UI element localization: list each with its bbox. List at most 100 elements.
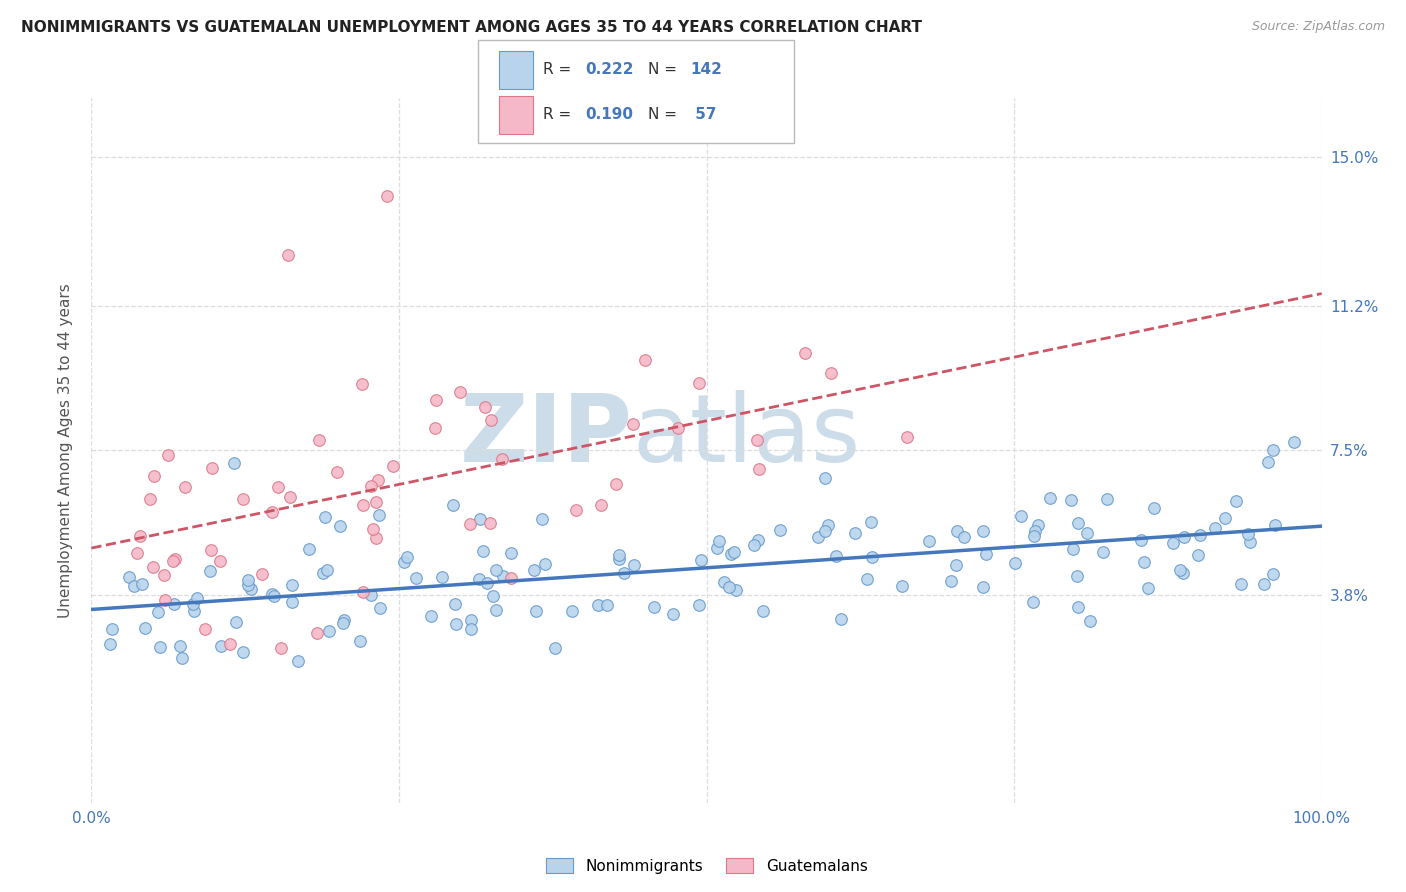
Point [709, 534, 731, 549]
Point [1133, 556, 1156, 570]
Point [98, 637, 121, 651]
Point [329, 519, 352, 533]
Point [1173, 530, 1195, 544]
Point [405, 571, 427, 585]
Point [941, 574, 963, 588]
Point [367, 508, 389, 522]
Point [149, 640, 172, 654]
Point [333, 613, 356, 627]
Point [478, 516, 501, 530]
Point [742, 538, 765, 552]
Point [479, 412, 502, 426]
Point [1239, 534, 1261, 549]
Point [720, 547, 742, 561]
Point [163, 551, 186, 566]
Point [169, 639, 191, 653]
Point [745, 433, 768, 447]
Point [499, 571, 522, 585]
Point [1060, 492, 1083, 507]
Point [172, 651, 194, 665]
Point [793, 345, 815, 359]
Point [360, 479, 382, 493]
Point [281, 578, 304, 592]
Point [589, 498, 612, 512]
Point [474, 401, 496, 415]
Point [524, 604, 547, 618]
Point [441, 498, 464, 512]
Point [260, 587, 283, 601]
Point [605, 477, 627, 491]
Text: 0.190: 0.190 [585, 107, 633, 122]
Point [1187, 548, 1209, 562]
Text: ZIP: ZIP [460, 391, 633, 483]
Point [1253, 577, 1275, 591]
Point [239, 582, 262, 596]
Point [856, 572, 879, 586]
Point [621, 417, 644, 431]
Point [825, 549, 848, 564]
Point [366, 532, 388, 546]
Point [186, 591, 208, 606]
Point [1022, 529, 1045, 543]
Point [270, 640, 292, 655]
Point [747, 533, 769, 547]
Point [643, 600, 665, 615]
Text: R =: R = [543, 62, 576, 78]
Point [561, 604, 583, 618]
Point [596, 599, 619, 613]
Point [262, 505, 284, 519]
Point [830, 612, 852, 626]
Point [491, 452, 513, 467]
Point [813, 524, 835, 538]
Point [138, 491, 160, 506]
Point [531, 512, 554, 526]
Point [769, 524, 792, 538]
Point [142, 469, 165, 483]
Point [277, 248, 299, 262]
Point [368, 600, 391, 615]
Point [1097, 492, 1119, 507]
Point [200, 543, 222, 558]
Point [312, 566, 335, 581]
Point [467, 572, 489, 586]
Point [363, 522, 385, 536]
Point [723, 545, 745, 559]
Point [208, 554, 231, 568]
Point [129, 529, 152, 543]
Point [1066, 569, 1088, 583]
Point [688, 376, 710, 391]
Point [1225, 493, 1247, 508]
Point [1188, 528, 1211, 542]
Point [181, 597, 204, 611]
Text: atlas: atlas [633, 391, 860, 483]
Point [443, 597, 465, 611]
Point [1282, 435, 1305, 450]
Point [162, 554, 184, 568]
Point [1143, 500, 1166, 515]
Point [314, 509, 336, 524]
Point [588, 599, 610, 613]
Point [394, 555, 416, 569]
Point [148, 605, 170, 619]
Point [236, 578, 259, 592]
Point [952, 530, 974, 544]
Point [352, 498, 374, 512]
Point [706, 541, 728, 556]
Text: N =: N = [648, 62, 682, 78]
Text: 0.222: 0.222 [585, 62, 633, 78]
Point [117, 570, 139, 584]
Point [315, 564, 337, 578]
Point [1264, 518, 1286, 533]
Point [218, 637, 240, 651]
Point [134, 621, 156, 635]
Point [689, 553, 711, 567]
Point [367, 474, 389, 488]
Point [807, 530, 830, 544]
Text: 57: 57 [690, 107, 717, 122]
Point [194, 622, 217, 636]
Point [1236, 527, 1258, 541]
Point [1130, 533, 1153, 548]
Point [752, 603, 775, 617]
Point [153, 568, 176, 582]
Point [201, 460, 224, 475]
